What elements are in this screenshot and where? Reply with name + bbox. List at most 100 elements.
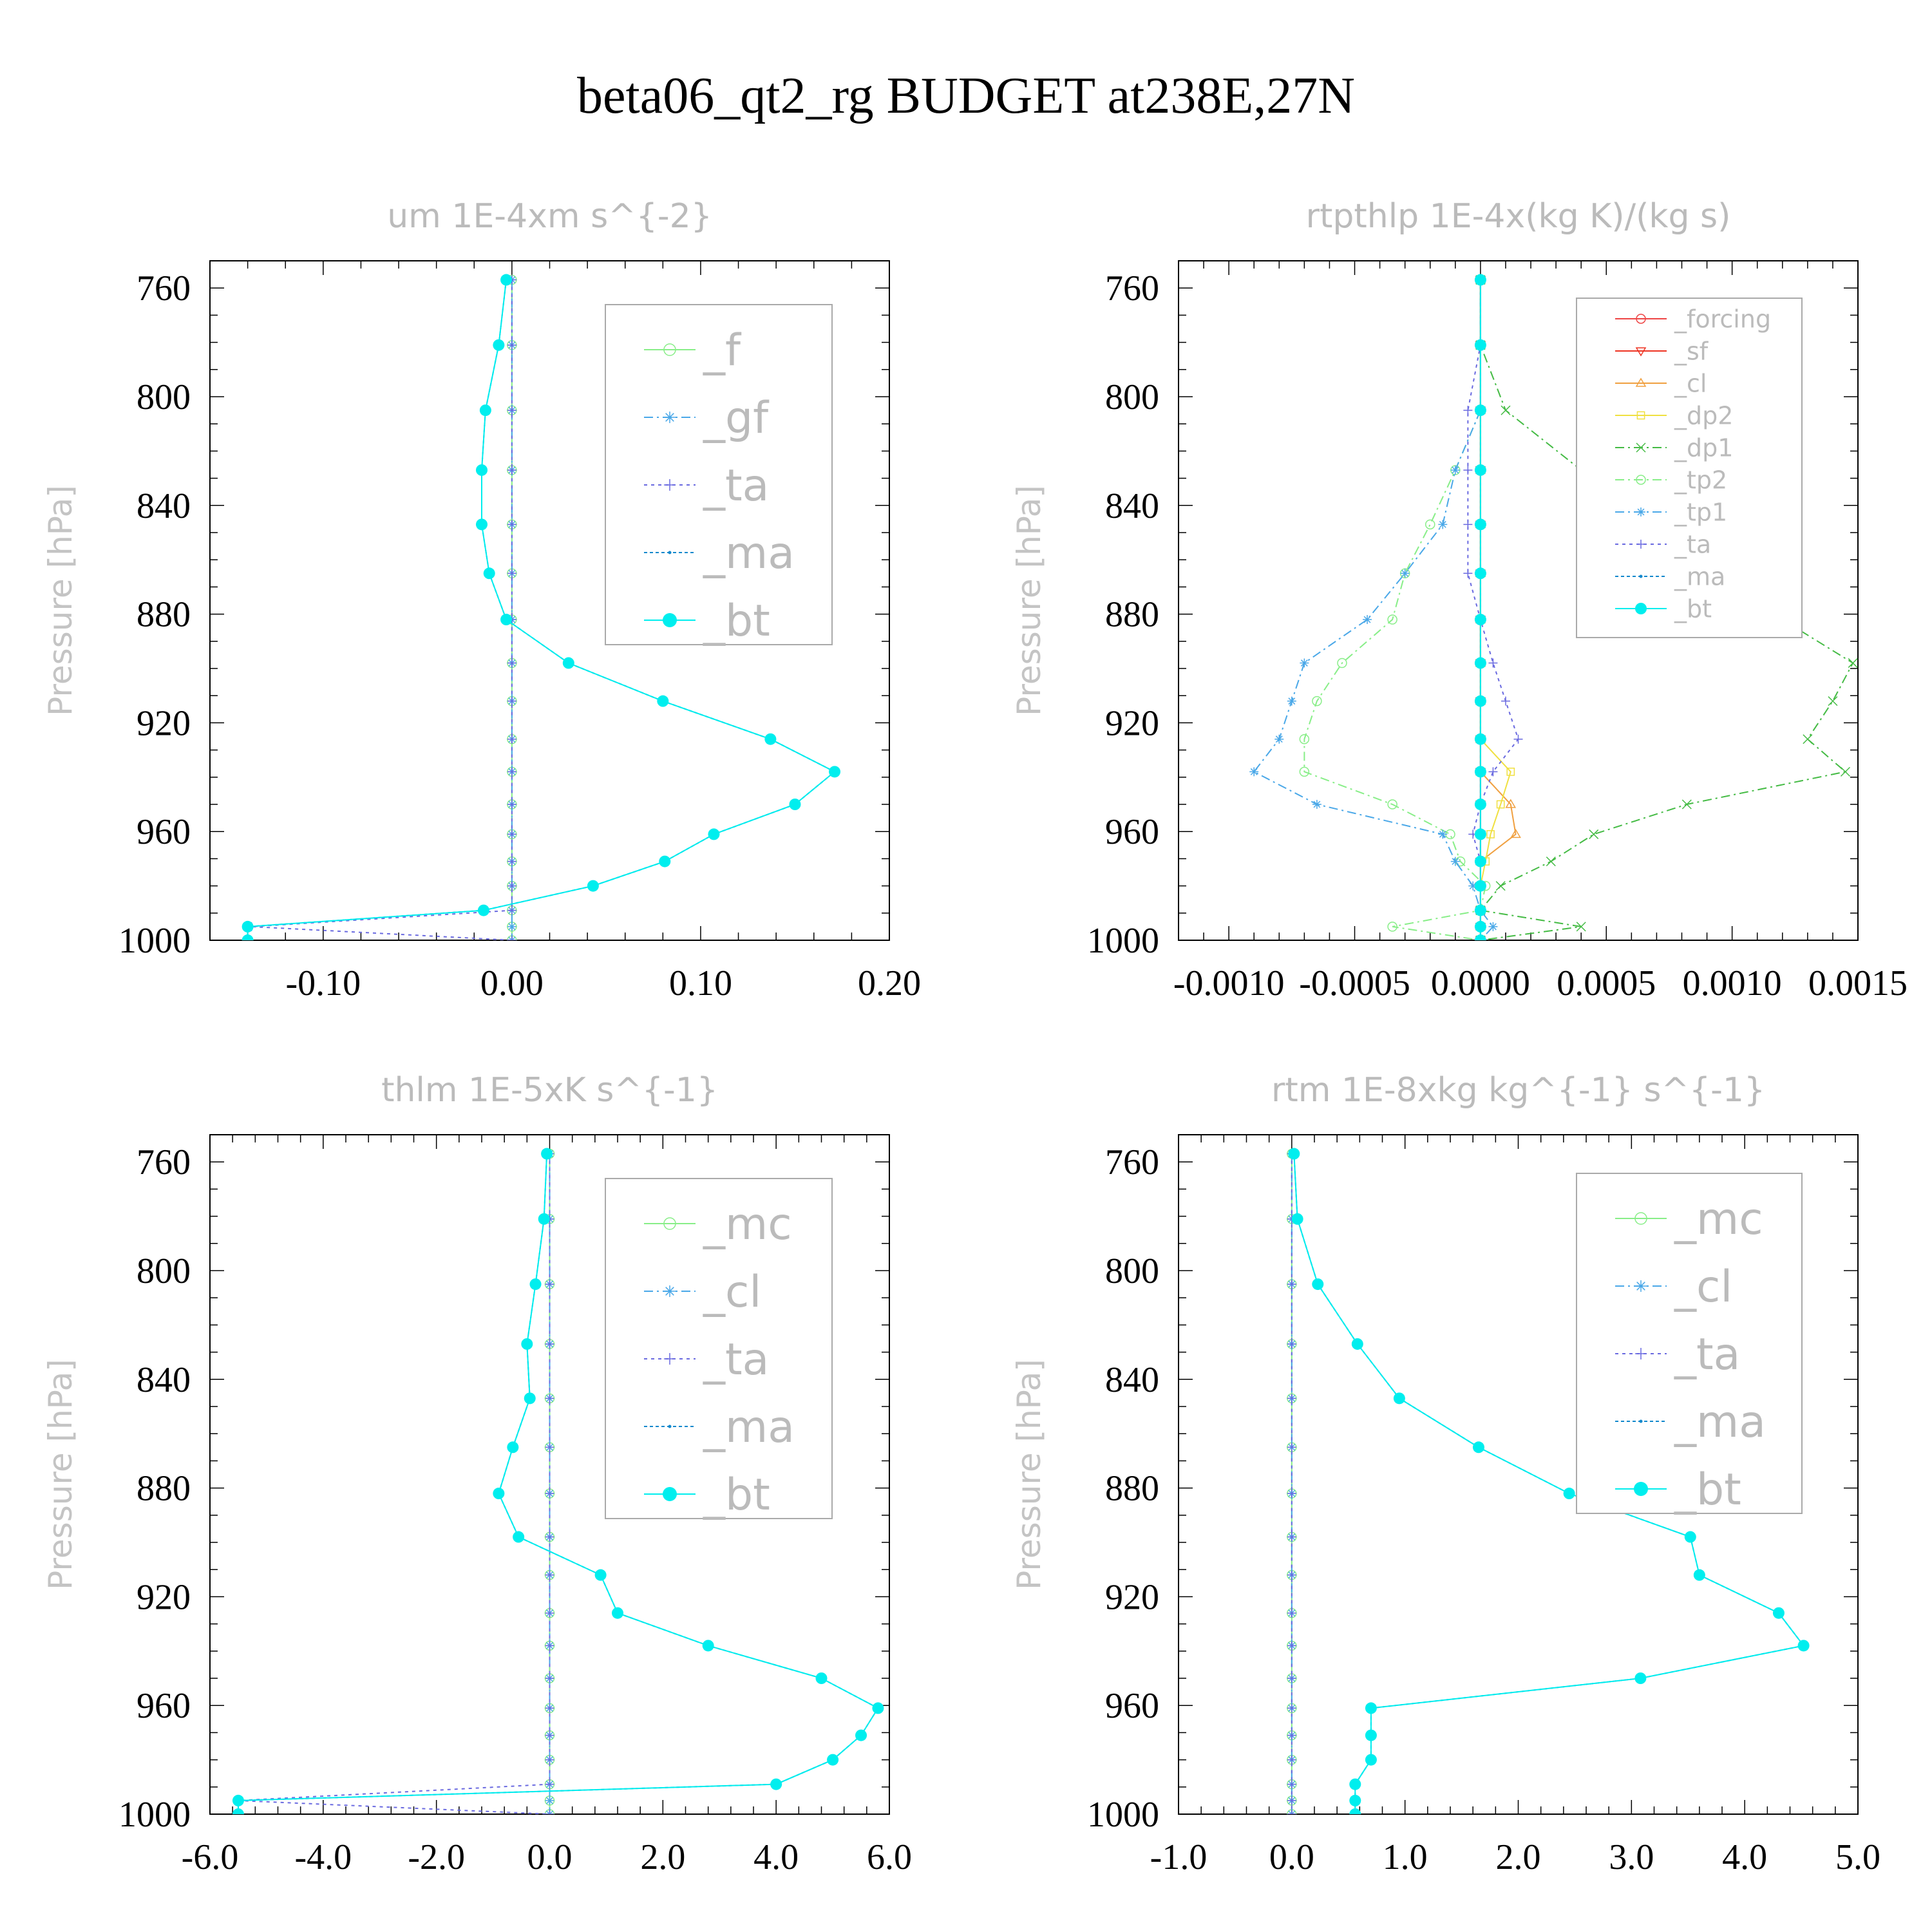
- legend-label: _ma: [1674, 562, 1725, 591]
- data-point: [545, 1489, 554, 1499]
- data-point: [1400, 569, 1410, 578]
- legend-label: _cl: [703, 1267, 761, 1318]
- data-point: [1287, 1779, 1296, 1789]
- data-point: [1287, 1280, 1296, 1289]
- y-tick-label: 880: [1105, 1469, 1159, 1509]
- legend-marker: [1636, 540, 1645, 549]
- data-point: [507, 767, 516, 777]
- legend-marker: [663, 343, 676, 356]
- data-point: [545, 1810, 554, 1814]
- legend-label: _ma: [703, 528, 795, 579]
- y-tick-label: 800: [1105, 1251, 1159, 1291]
- legend-label: _cl: [1674, 369, 1707, 397]
- data-point: [1438, 520, 1448, 529]
- data-point: [1474, 518, 1486, 531]
- legend-marker: [664, 479, 676, 491]
- data-point: [476, 518, 488, 531]
- legend-label: _ma: [1674, 1397, 1766, 1448]
- data-point: [1510, 828, 1521, 838]
- legend-box: [1576, 298, 1803, 638]
- data-point: [1576, 922, 1586, 932]
- data-point: [1299, 766, 1310, 777]
- data-point: [1474, 464, 1486, 476]
- y-tick-label: 760: [137, 269, 191, 308]
- data-point: [529, 1278, 542, 1291]
- data-point: [1287, 1674, 1296, 1683]
- y-axis-label: Pressure [hPa]: [42, 485, 79, 716]
- x-tick-label: -0.10: [286, 963, 361, 1003]
- plot-frame: [1178, 260, 1859, 941]
- series-ta: [247, 275, 516, 940]
- series-tp1: [1249, 275, 1498, 940]
- data-point: [507, 569, 516, 578]
- data-point: [1287, 1730, 1296, 1740]
- data-point: [507, 800, 516, 809]
- data-point: [1363, 615, 1372, 625]
- data-point: [1274, 734, 1284, 744]
- series-line: [247, 279, 836, 940]
- data-point: [1546, 857, 1556, 867]
- legend-marker: [1634, 1212, 1647, 1225]
- panel-title: rtpthlp 1E-4x(kg K)/(kg s): [1306, 197, 1731, 236]
- y-tick-label: 1000: [1087, 1795, 1159, 1835]
- y-tick-label: 760: [1105, 269, 1159, 308]
- legend-label: _ma: [703, 1402, 795, 1453]
- x-tick-label: 4.0: [1722, 1837, 1767, 1877]
- legend-label: _cl: [1674, 1262, 1732, 1312]
- data-point: [612, 1607, 623, 1619]
- data-point: [545, 1795, 554, 1805]
- data-point: [1513, 734, 1523, 744]
- data-point: [1684, 1531, 1696, 1543]
- data-point: [702, 1640, 714, 1652]
- data-point: [1474, 567, 1486, 580]
- legend-marker: [664, 412, 676, 423]
- y-tick-label: 920: [137, 1577, 191, 1617]
- legend-marker: [1635, 1280, 1647, 1292]
- data-point: [1287, 1755, 1296, 1765]
- series-group: [232, 1148, 884, 1814]
- data-point: [483, 567, 495, 580]
- data-point: [545, 1394, 554, 1403]
- data-point: [1505, 799, 1517, 808]
- legend-marker: [663, 1217, 676, 1230]
- legend-label: _tp1: [1674, 498, 1727, 526]
- data-point: [507, 340, 516, 350]
- y-tick-label: 920: [1105, 1577, 1159, 1617]
- data-point: [1828, 696, 1838, 706]
- data-point: [1463, 569, 1473, 578]
- data-point: [1450, 465, 1460, 475]
- legend-marker: [1636, 475, 1646, 485]
- y-tick-label: 840: [1105, 486, 1159, 526]
- x-tick-label: 4.0: [753, 1837, 799, 1877]
- x-tick-label: 0.00: [480, 963, 544, 1003]
- data-point: [1681, 799, 1692, 810]
- data-point: [1474, 274, 1486, 286]
- panel-1: um 1E-4xm s^{-2} Pressure [hPa] 760 800 840 8…: [42, 197, 921, 1003]
- y-tick-label: 960: [137, 812, 191, 852]
- data-point: [1438, 829, 1448, 839]
- x-tick-label: 0.10: [669, 963, 732, 1003]
- legend-label: _ta: [1674, 1329, 1740, 1380]
- data-point: [1299, 734, 1310, 744]
- series-ta: [1287, 1149, 1296, 1814]
- data-point: [242, 920, 254, 933]
- data-point: [493, 1488, 505, 1500]
- data-point: [477, 904, 489, 916]
- y-tick-label: 800: [137, 377, 191, 417]
- series-dp2: [1476, 276, 1515, 940]
- data-point: [827, 1754, 839, 1766]
- data-point: [1474, 904, 1486, 916]
- series-tp2: [1299, 274, 1491, 940]
- data-point: [232, 1794, 244, 1806]
- data-point: [587, 880, 599, 892]
- y-axis-label: Pressure [hPa]: [1010, 1359, 1048, 1590]
- data-point: [1501, 405, 1511, 415]
- data-point: [476, 464, 488, 476]
- panel-title: rtm 1E-8xkg kg^{-1} s^{-1}: [1271, 1071, 1765, 1110]
- legend: _f _gf _ta _ma _bt: [605, 304, 833, 647]
- series-ta: [233, 1149, 554, 1814]
- data-point: [1463, 406, 1473, 415]
- data-point: [1349, 1778, 1361, 1790]
- legend-label: _tp2: [1674, 466, 1727, 494]
- data-point: [1488, 767, 1498, 777]
